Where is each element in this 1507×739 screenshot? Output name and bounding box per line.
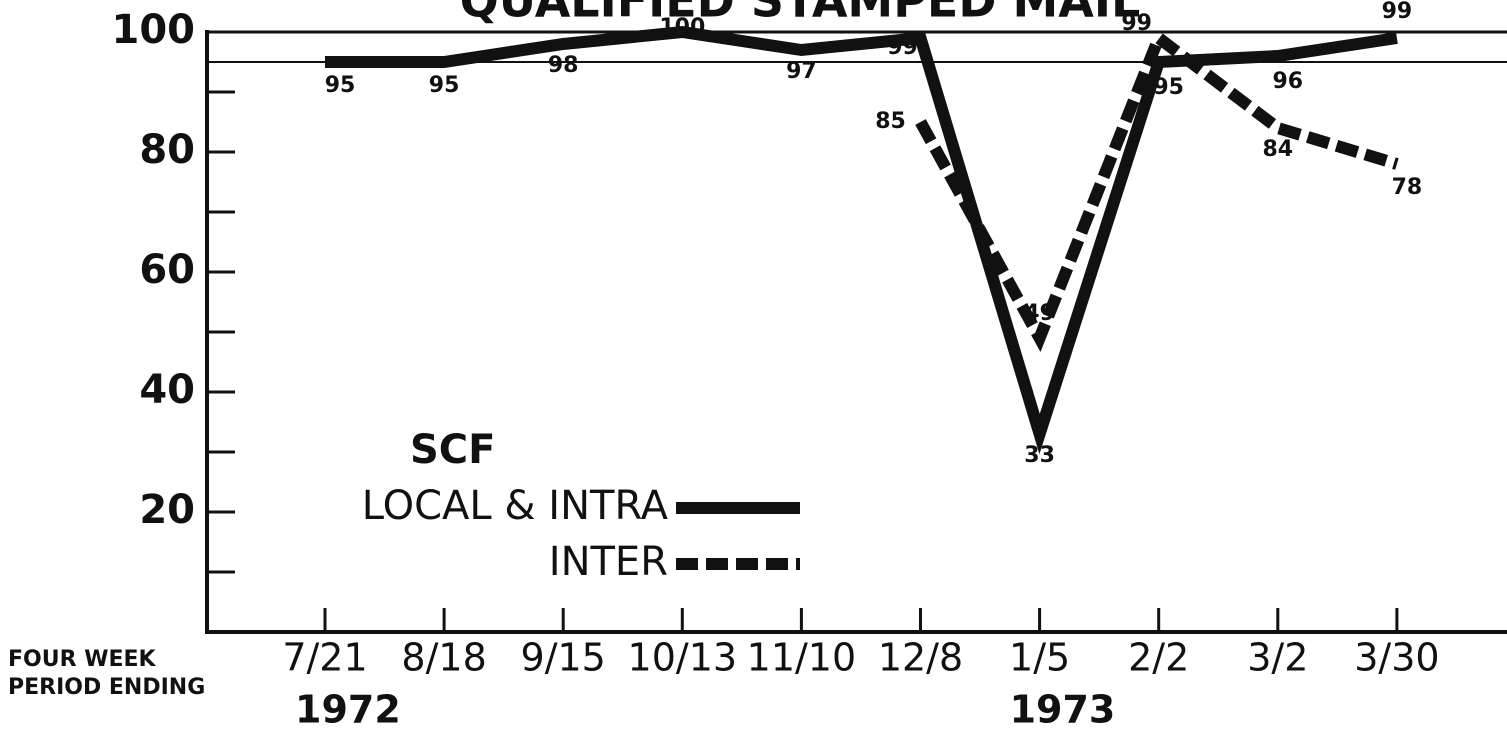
data-label: 84 (1262, 137, 1293, 162)
x-tick-label: 3/2 (1247, 636, 1308, 680)
chart-title: QUALIFIED STAMPED MAIL (460, 0, 1141, 28)
x-tick-label: 2/2 (1128, 636, 1189, 680)
x-tick-label: 10/13 (628, 636, 738, 680)
x-tick-label: 12/8 (878, 636, 963, 680)
x-tick-label: 3/30 (1354, 636, 1439, 680)
data-label: 49 (1024, 301, 1055, 326)
y-tick-label: 40 (139, 367, 195, 413)
x-tick-label: 11/10 (747, 636, 857, 680)
y-tick-label: 100 (112, 7, 196, 53)
x-tick-label: 7/21 (282, 636, 367, 680)
legend-label: INTER (549, 539, 668, 585)
legend-title: SCF (410, 427, 496, 473)
year-label: 1973 (1010, 688, 1116, 732)
x-tick-label: 1/5 (1009, 636, 1070, 680)
legend-label: LOCAL & INTRA (362, 483, 669, 529)
y-tick-label: 20 (139, 487, 195, 533)
data-label: 96 (1272, 69, 1303, 94)
data-label: 99 (887, 35, 918, 60)
x-axis-label: FOUR WEEK (8, 647, 157, 672)
data-label: 33 (1024, 443, 1055, 468)
y-tick-label: 60 (139, 247, 195, 293)
series-line (325, 25, 1398, 455)
data-label: 78 (1392, 175, 1423, 200)
data-label: 100 (659, 15, 705, 40)
y-tick-label: 80 (139, 127, 195, 173)
data-label: 99 (1121, 11, 1152, 36)
data-label: 95 (1153, 75, 1184, 100)
data-label: 95 (429, 73, 460, 98)
data-label: 95 (325, 73, 356, 98)
data-label: 98 (548, 53, 579, 78)
x-axis-label: PERIOD ENDING (8, 675, 205, 700)
series-line (915, 28, 1399, 353)
data-label: 85 (875, 109, 906, 134)
x-tick-label: 8/18 (401, 636, 486, 680)
data-label: 99 (1382, 0, 1413, 24)
year-label: 1972 (295, 688, 401, 732)
x-tick-label: 9/15 (521, 636, 606, 680)
data-label: 97 (786, 59, 817, 84)
